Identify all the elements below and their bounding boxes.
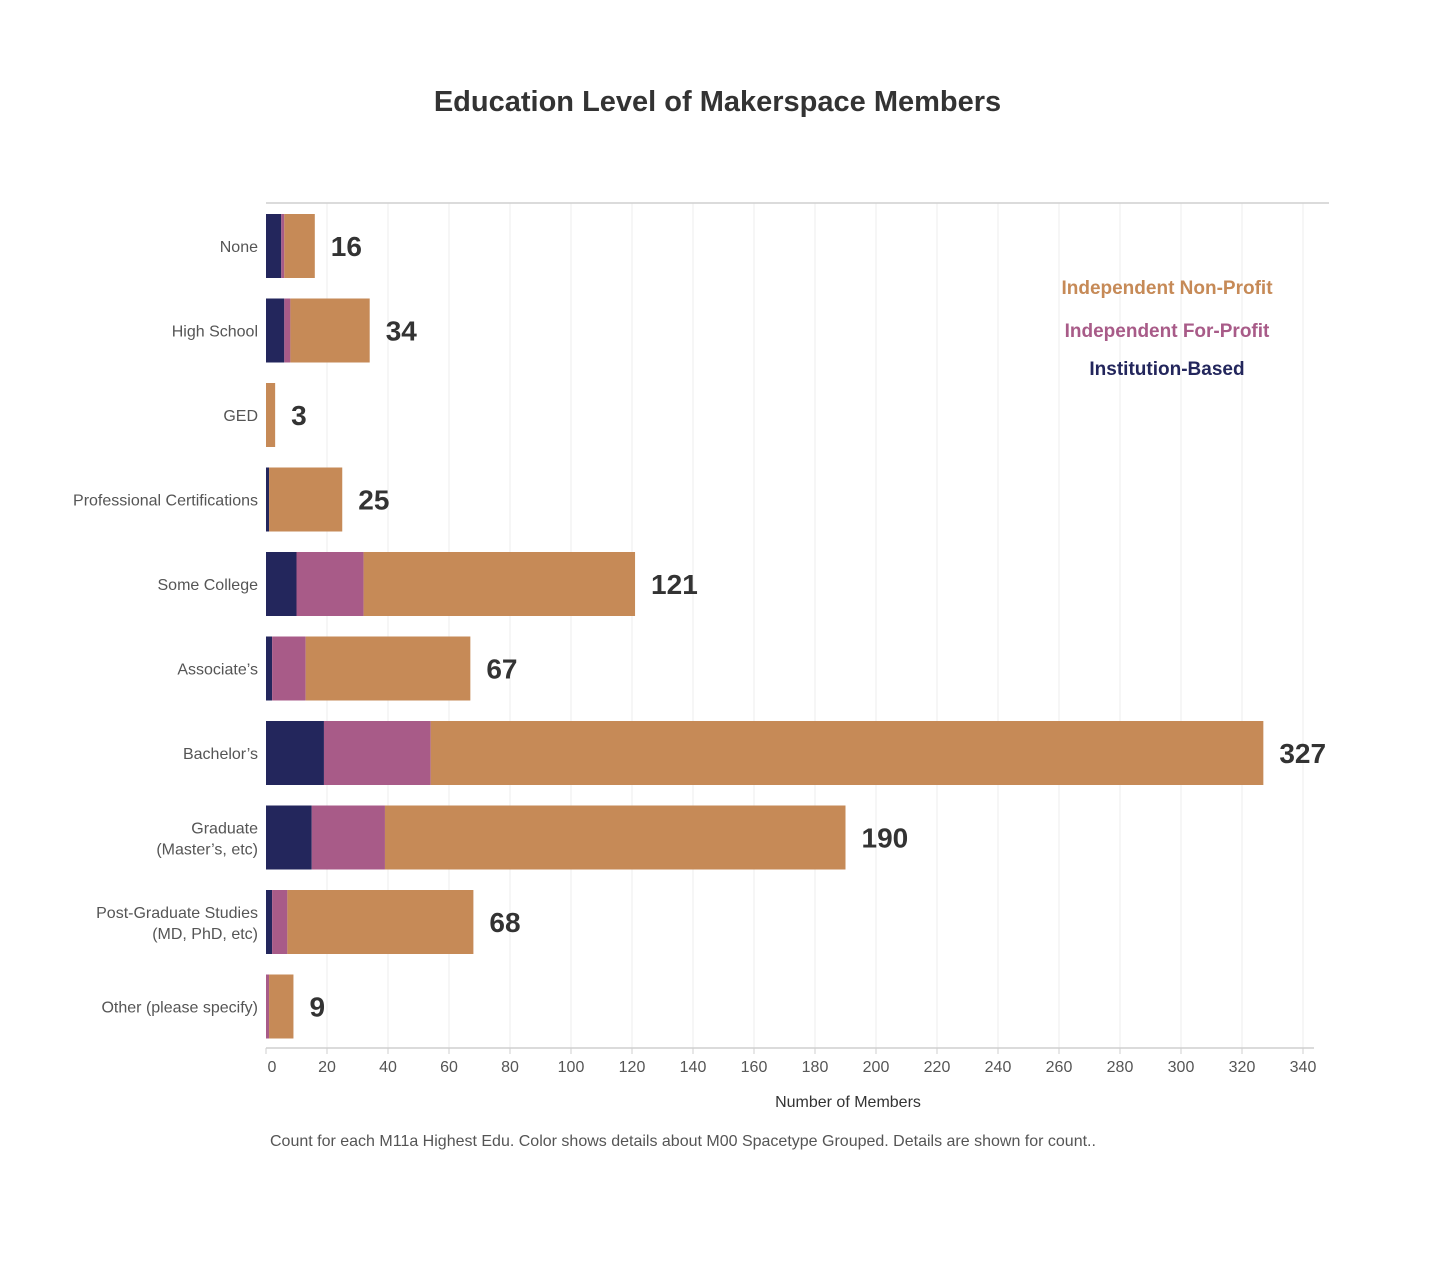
x-tick-label: 340: [1290, 1059, 1317, 1076]
x-tick-label: 20: [318, 1059, 336, 1076]
bar-segment: [272, 636, 306, 701]
x-tick-label: 220: [924, 1059, 951, 1076]
chart-title: Education Level of Makerspace Members: [433, 86, 1002, 118]
x-tick-label: 260: [1046, 1059, 1073, 1076]
x-tick-label: 160: [741, 1059, 768, 1076]
bar-segment: [430, 721, 1264, 785]
bar-segment: [290, 298, 370, 363]
grid-lines: [326, 203, 1304, 1048]
category-label: Graduate (Master’s, etc): [156, 821, 258, 859]
bar-segment: [266, 467, 270, 532]
legend: Independent Non-Profit Independent For-Pr…: [1061, 278, 1273, 380]
bar-segment: [305, 636, 471, 701]
category-label-line: Post-Graduate Studies: [96, 905, 258, 922]
bars: [266, 214, 1264, 1039]
bar-segment: [266, 552, 297, 616]
bar-segment: [269, 467, 343, 532]
bar-segment: [323, 721, 431, 785]
category-label: High School: [172, 324, 258, 341]
legend-item: Independent Non-Profit: [1061, 278, 1273, 299]
category-label: Bachelor’s: [183, 746, 258, 763]
category-label: None: [220, 239, 258, 256]
bar-segment: [266, 636, 273, 701]
category-label: GED: [223, 408, 258, 425]
x-tick-label: 140: [680, 1059, 707, 1076]
bar-segment: [266, 721, 324, 785]
x-tick-label: 320: [1229, 1059, 1256, 1076]
x-tick-label: 60: [440, 1059, 458, 1076]
bar-total-label: 68: [489, 907, 520, 938]
chart-footnote: Count for each M11a Highest Edu. Color s…: [270, 1133, 1096, 1150]
x-tick-label: 180: [802, 1059, 829, 1076]
x-tick-label: 100: [558, 1059, 585, 1076]
category-label: Associate’s: [177, 662, 258, 679]
bar-segment: [384, 805, 846, 870]
x-tick-label: 0: [268, 1059, 277, 1076]
x-tick-label: 120: [619, 1059, 646, 1076]
bar-total-label: 327: [1279, 738, 1326, 769]
x-tick-label: 300: [1168, 1059, 1195, 1076]
bar-segment: [266, 298, 285, 363]
labels: None 16 High School 34 GED 3 Professional Cert…: [73, 231, 1326, 1023]
bar-total-label: 67: [486, 654, 517, 685]
category-label-line: Graduate: [191, 821, 258, 838]
bar-segment: [272, 890, 288, 954]
bar-total-label: 25: [358, 485, 389, 516]
bar-segment: [311, 805, 385, 870]
x-tick-label: 40: [379, 1059, 397, 1076]
bar-segment: [296, 552, 364, 616]
x-tick-label: 80: [501, 1059, 519, 1076]
bar-segment: [284, 214, 315, 278]
legend-item: Independent For-Profit: [1065, 321, 1270, 342]
bar-segment: [287, 890, 474, 954]
x-tick-label: 280: [1107, 1059, 1134, 1076]
category-label: Professional Certifications: [73, 493, 258, 510]
bar-segment: [266, 974, 270, 1039]
category-label-line: (Master’s, etc): [156, 842, 258, 859]
bar-segment: [363, 552, 636, 616]
category-label-line: (MD, PhD, etc): [152, 926, 258, 943]
x-tick-label: 200: [863, 1059, 890, 1076]
bar-segment: [281, 214, 285, 278]
x-tick-label: 240: [985, 1059, 1012, 1076]
bar-total-label: 121: [651, 569, 698, 600]
category-label: Other (please specify): [101, 1000, 258, 1017]
bar-segment: [266, 890, 273, 954]
axes: 0 20 40 60 80 100 120 140 160 180 200 220 240 260 280 3…: [265, 202, 1329, 1076]
bar-segment: [266, 805, 312, 870]
bar-total-label: 16: [331, 231, 362, 262]
bar-segment: [266, 383, 276, 447]
bar-total-label: 3: [291, 400, 307, 431]
bar-segment: [266, 214, 282, 278]
x-axis-title: Number of Members: [775, 1094, 921, 1111]
bar-total-label: 9: [309, 992, 325, 1023]
category-label: Some College: [158, 577, 259, 594]
bar-total-label: 34: [386, 316, 418, 347]
legend-item: Institution-Based: [1089, 359, 1244, 380]
bar-total-label: 190: [862, 823, 909, 854]
bar-segment: [269, 974, 294, 1039]
bar-segment: [284, 298, 291, 363]
category-label: Post-Graduate Studies (MD, PhD, etc): [96, 905, 258, 943]
